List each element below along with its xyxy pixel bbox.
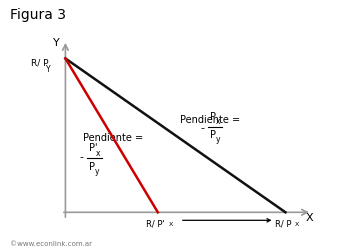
Text: Y: Y bbox=[46, 65, 50, 74]
Text: x: x bbox=[216, 117, 221, 126]
Text: Pendiente =: Pendiente = bbox=[180, 115, 240, 125]
Text: y: y bbox=[216, 136, 221, 144]
Text: -: - bbox=[80, 152, 84, 162]
Text: R/ P: R/ P bbox=[31, 58, 49, 68]
Text: Y: Y bbox=[53, 38, 60, 48]
Text: -: - bbox=[201, 123, 205, 133]
Text: R/ P: R/ P bbox=[275, 219, 292, 228]
Text: ©www.econlink.com.ar: ©www.econlink.com.ar bbox=[10, 242, 92, 248]
Text: X: X bbox=[294, 222, 299, 227]
Text: P': P' bbox=[88, 143, 97, 153]
Text: R/ P': R/ P' bbox=[146, 219, 165, 228]
Text: P: P bbox=[210, 112, 216, 122]
Text: X: X bbox=[169, 222, 173, 227]
Text: X: X bbox=[306, 214, 314, 224]
Text: Pendiente =: Pendiente = bbox=[83, 134, 143, 143]
Text: P: P bbox=[210, 130, 216, 140]
Text: x: x bbox=[96, 148, 100, 158]
Text: Figura 3: Figura 3 bbox=[10, 8, 66, 22]
Text: y: y bbox=[95, 167, 99, 176]
Text: P: P bbox=[88, 162, 95, 172]
